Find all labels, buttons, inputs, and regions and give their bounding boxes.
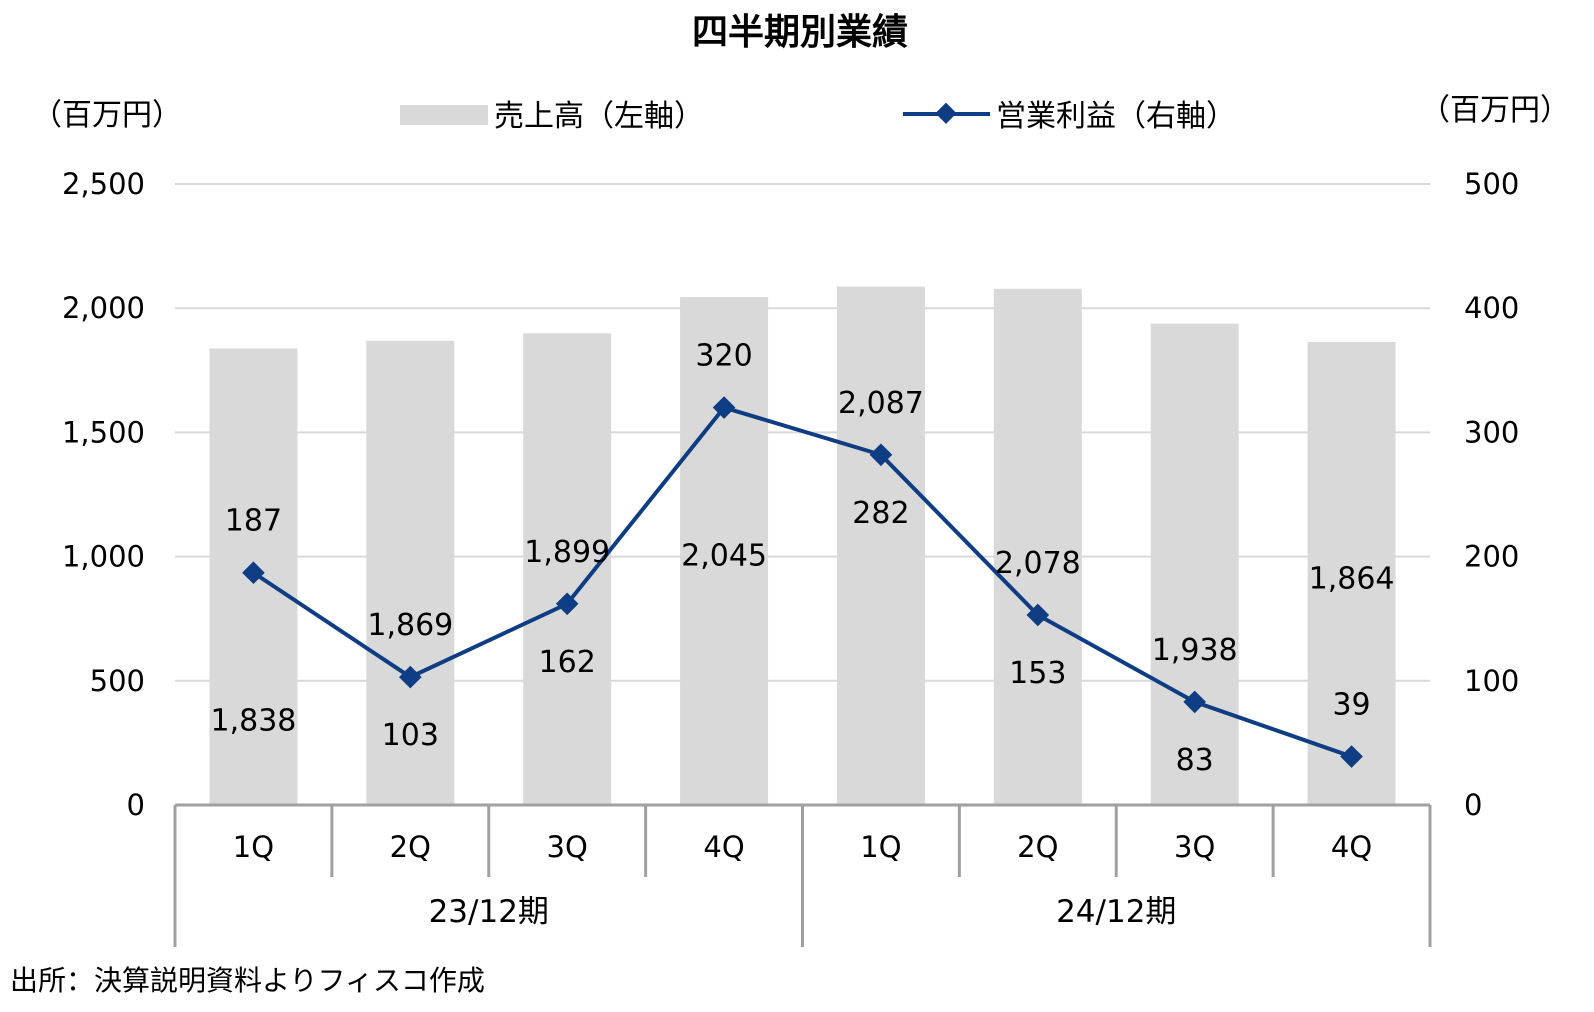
profit-data-label: 187 [225,504,282,539]
operating-profit-line [242,396,1363,768]
sales-data-label: 1,864 [1309,562,1395,597]
right-axis-tick-label: 200 [1464,540,1519,574]
fiscal-year-label: 24/12期 [1056,894,1176,930]
right-axis-tick-label: 300 [1464,415,1519,449]
sales-data-label: 1,838 [210,704,296,739]
sales-data-label: 2,045 [681,539,767,574]
profit-data-label: 103 [382,718,439,753]
left-axis-tick-label: 1,000 [62,540,145,574]
sales-data-label: 1,938 [1152,633,1238,668]
category-label: 1Q [233,830,274,864]
right-axis-unit: （百万円） [1420,93,1570,128]
left-axis-tick-label: 0 [127,788,145,822]
profit-data-label: 83 [1176,743,1214,778]
left-axis-unit: （百万円） [32,98,182,133]
left-axis-tick-label: 2,000 [62,291,145,325]
right-axis-tick-label: 0 [1464,788,1482,822]
legend-bar-swatch [400,105,488,125]
category-label: 3Q [1174,830,1215,864]
profit-marker [555,592,579,616]
legend-sales-label: 売上高（左軸） [494,99,704,134]
profit-marker [869,443,893,467]
category-label: 2Q [1017,830,1058,864]
profit-data-label: 162 [539,645,596,680]
category-label: 4Q [1331,830,1372,864]
chart-title: 四半期別業績 [692,12,908,53]
sales-bar [366,340,455,805]
data-labels: 187 103 162 320 282 153 83 39 1,838 1,869 1,899 2,0… [210,339,1394,778]
profit-marker [398,665,422,689]
profit-marker [712,396,736,419]
profit-data-label: 153 [1009,656,1066,691]
category-label: 3Q [547,830,588,864]
sales-bar [680,297,769,805]
category-label: 2Q [390,830,431,864]
profit-series-line [252,405,1353,759]
sales-data-label: 1,899 [524,535,610,570]
sales-data-label: 2,078 [995,546,1081,581]
right-axis-tick-label: 100 [1464,664,1519,698]
source-note: 出所：決算説明資料よりフィスコ作成 [10,964,485,997]
profit-data-label: 320 [695,339,752,374]
sales-bar [993,288,1082,805]
left-axis-tick-label: 2,500 [62,167,145,201]
fiscal-year-label: 23/12期 [429,894,549,930]
left-axis-tick-label: 1,500 [62,415,145,449]
legend-profit-label: 営業利益（右軸） [996,99,1236,134]
profit-data-label: 282 [852,496,909,531]
profit-marker [1026,603,1050,627]
right-axis-tick-label: 500 [1464,167,1519,201]
sales-data-label: 2,087 [838,386,924,421]
sales-bars [209,286,1396,805]
axes: 0 0 500 100 1,000 200 1,500 300 2,000 400 2,500 500… [62,167,1519,947]
profit-marker [1340,745,1363,768]
profit-marker [1183,690,1207,714]
sales-bar [1307,341,1396,805]
sales-bar [1150,323,1239,805]
category-label: 1Q [860,830,901,864]
legend: 売上高（左軸） 営業利益（右軸） [400,99,1236,134]
left-axis-tick-label: 500 [90,664,145,698]
profit-data-label: 39 [1332,688,1370,723]
right-axis-tick-label: 400 [1464,291,1519,325]
legend-diamond-marker [935,102,957,124]
sales-data-label: 1,869 [367,608,453,643]
sales-bar [836,286,925,805]
category-label: 4Q [703,830,744,864]
